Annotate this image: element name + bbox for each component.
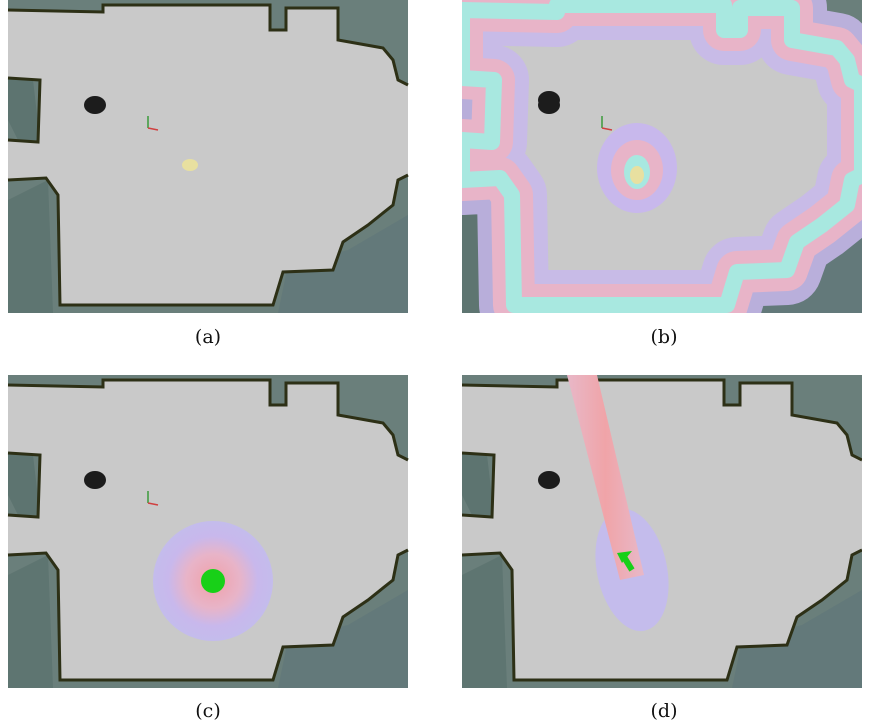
panel-b [462,0,862,313]
caption: (c) [195,700,220,722]
figure: (a) (b) (c) (d) [0,0,870,725]
caption: (a) [195,326,221,348]
panel-a [8,0,408,313]
caption: (b) [651,326,678,348]
panel-c [8,375,408,688]
panel-d [462,375,862,688]
caption: (d) [651,700,678,722]
